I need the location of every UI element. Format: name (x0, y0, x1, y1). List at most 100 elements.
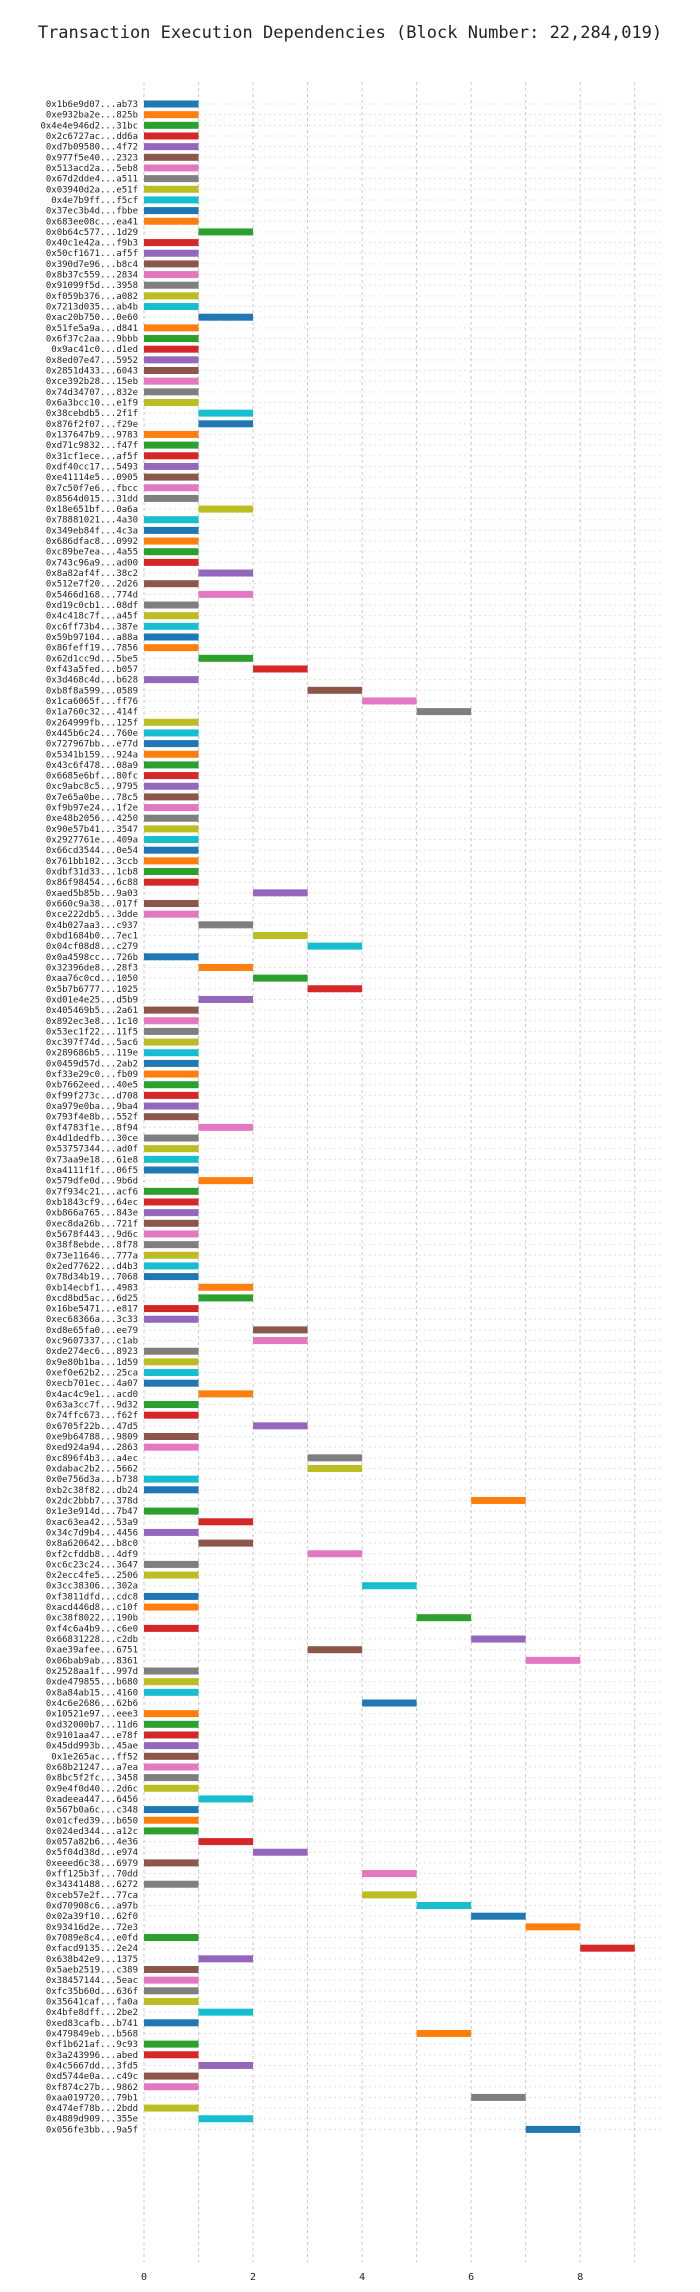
transaction-bar (144, 2019, 199, 2027)
transaction-bar (144, 1859, 199, 1867)
transaction-bar (144, 857, 199, 865)
transaction-label: 0x3d468c4d...b628 (46, 676, 138, 686)
transaction-bar (144, 335, 199, 343)
transaction-label: 0x7213d035...ab4b (46, 303, 138, 313)
transaction-label: 0xed924a94...2863 (46, 1443, 138, 1453)
transaction-label: 0x18e651bf...0a6a (46, 505, 138, 515)
transaction-bar (144, 1155, 199, 1163)
transaction-bar (198, 2115, 254, 2123)
transaction-label: 0x10521e97...eee3 (46, 1710, 138, 1720)
transaction-bar (198, 1390, 254, 1398)
transaction-bar (307, 1464, 363, 1472)
transaction-bar (144, 1081, 199, 1089)
transaction-bar (144, 1006, 199, 1014)
transaction-bar (198, 1539, 254, 1547)
transaction-label: 0x057a82b6...4e36 (46, 1838, 138, 1848)
transaction-bar (198, 313, 254, 321)
transaction-bar (144, 143, 199, 151)
transaction-label: 0xed83cafb...b741 (46, 2019, 138, 2029)
transaction-label: 0xd71c9832...f47f (46, 441, 138, 451)
transaction-bar (307, 942, 363, 950)
transaction-label: 0x8564d015...31dd (46, 494, 138, 504)
transaction-label: 0x1e3e914d...7b47 (46, 1507, 138, 1517)
transaction-label: 0x9ac41c0...d1ed (51, 345, 138, 355)
transaction-label: 0xcd8bd5ac...6d25 (46, 1294, 138, 1304)
transaction-bar (144, 601, 199, 609)
transaction-label: 0xe9b64788...9809 (46, 1433, 138, 1443)
transaction-bar (144, 292, 199, 300)
transaction-bar (144, 1443, 199, 1451)
transaction-bar (362, 1582, 417, 1590)
transaction-bar (144, 1017, 199, 1025)
transaction-bar (144, 356, 199, 364)
transaction-bar (253, 1326, 308, 1334)
transaction-bar (144, 1997, 199, 2005)
transaction-bar (144, 2040, 199, 2048)
transaction-label: 0x16be5471...e817 (46, 1305, 138, 1315)
transaction-bar (144, 1976, 199, 1984)
transaction-label: 0xaa019720...79b1 (46, 2093, 138, 2103)
transaction-label: 0x479849eb...b568 (46, 2029, 138, 2039)
transaction-bar (362, 1699, 417, 1707)
transaction-label: 0x4ac4c9e1...acd0 (46, 1390, 138, 1400)
transaction-label: 0x761bb102...3ccb (46, 857, 138, 867)
vertical-gridlines (143, 82, 636, 2262)
transaction-label: 0x4e4e946d2...31bc (40, 121, 138, 131)
transaction-bar (198, 1795, 254, 1803)
transaction-bar (144, 207, 199, 215)
transaction-label: 0x6685e6bf...80fc (46, 772, 138, 782)
transaction-bar (580, 1944, 635, 1952)
transaction-bar (144, 2051, 199, 2059)
transaction-bar (144, 2083, 199, 2091)
transaction-label: 0xec8da26b...721f (46, 1219, 138, 1229)
transaction-label: 0x5466d168...774d (46, 590, 138, 600)
transaction-bar (144, 430, 199, 438)
transaction-label: 0xceb57e2f...77ca (46, 1891, 138, 1901)
transaction-bar (144, 1049, 199, 1057)
transaction-label: 0xc89be7ea...4a55 (46, 548, 138, 558)
transaction-label: 0x7089e8c4...e0fd (46, 1934, 138, 1944)
transaction-label: 0xf874c27b...9862 (46, 2083, 138, 2093)
transaction-label: 0x6a3bcc10...e1f9 (46, 398, 138, 408)
transaction-bar (198, 1955, 254, 1963)
transaction-bar (144, 1241, 199, 1249)
transaction-bar (144, 2072, 199, 2080)
transaction-label: 0x9e80b1ba...1d59 (46, 1358, 138, 1368)
transaction-label: 0x53ec1f22...11f5 (46, 1027, 138, 1037)
transaction-bar (144, 1752, 199, 1760)
transaction-label: 0x34341488...6272 (46, 1880, 138, 1890)
transaction-bar (144, 1678, 199, 1686)
transaction-bar (144, 111, 199, 119)
transaction-label: 0xd32000b7...11d6 (46, 1720, 138, 1730)
transaction-label: 0x50cf1671...af5f (46, 249, 138, 259)
transaction-bar (307, 1646, 363, 1654)
transaction-bar (144, 1091, 199, 1099)
transaction-bar (144, 1784, 199, 1792)
transaction-bar (144, 1571, 199, 1579)
transaction-label: 0xa4111f1f...06f5 (46, 1166, 138, 1176)
transaction-bar (144, 303, 199, 311)
transaction-bar (144, 388, 199, 396)
transaction-bar (144, 1358, 199, 1366)
transaction-label: 0x5aeb2519...c389 (46, 1966, 138, 1976)
transaction-label: 0x4c5667dd...3fd5 (46, 2061, 138, 2071)
transaction-bar (144, 1934, 199, 1942)
transaction-label: 0x91099f5d...3958 (46, 281, 138, 291)
transaction-bar (144, 494, 199, 502)
transaction-bar (144, 750, 199, 758)
transaction-label: 0x4d1dedfb...30ce (46, 1134, 138, 1144)
transaction-label: 0x4bfe8dff...2be2 (46, 2008, 138, 2018)
transaction-bars (144, 100, 635, 2133)
transaction-label: 0x4889d909...355e (46, 2115, 138, 2125)
transaction-bar (198, 420, 254, 428)
transaction-bar (144, 1486, 199, 1494)
transaction-bar (144, 633, 199, 641)
transaction-bar (144, 1209, 199, 1217)
transaction-bar (198, 1177, 254, 1185)
transaction-bar (198, 2008, 254, 2016)
x-tick-label: 6 (468, 2272, 474, 2283)
transaction-label: 0x78d34b19...7068 (46, 1273, 138, 1283)
transaction-bar (144, 804, 199, 812)
transaction-label: 0x876f2f07...f29e (46, 420, 138, 430)
